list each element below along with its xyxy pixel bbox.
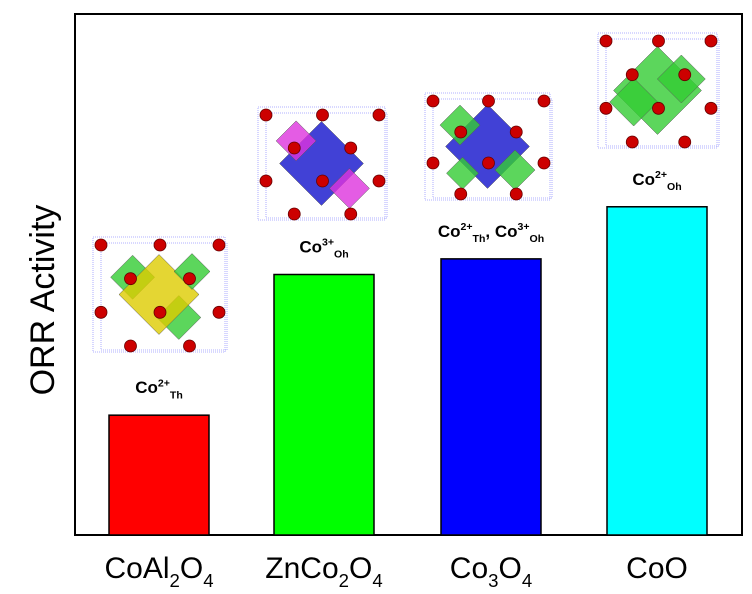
unit-cell bbox=[432, 98, 553, 199]
polyhedron bbox=[609, 77, 659, 127]
text-segment: 4 bbox=[522, 570, 532, 591]
oxygen-atom bbox=[454, 125, 468, 139]
oxygen-atom bbox=[426, 94, 440, 108]
oxygen-atom bbox=[344, 207, 358, 221]
oxygen-atom bbox=[652, 34, 665, 48]
text-segment: 2 bbox=[170, 570, 180, 591]
text-segment: 3+ bbox=[322, 237, 334, 249]
oxygen-atom bbox=[183, 272, 196, 286]
oxygen-atom bbox=[509, 125, 523, 139]
text-segment: 2+ bbox=[158, 377, 170, 389]
bar bbox=[606, 206, 708, 536]
unit-cell bbox=[597, 32, 718, 149]
plot-frame bbox=[74, 13, 743, 536]
oxygen-atom bbox=[183, 339, 196, 353]
x-tick-label: CoO bbox=[626, 552, 688, 585]
text-segment: Oh bbox=[667, 181, 682, 193]
unit-cell bbox=[92, 236, 226, 353]
text-segment: 4 bbox=[372, 570, 382, 591]
text-segment: Oh bbox=[334, 249, 349, 261]
oxygen-atom bbox=[372, 108, 386, 122]
oxygen-atom bbox=[599, 34, 613, 48]
text-segment: 3+ bbox=[518, 221, 530, 233]
oxygen-atom bbox=[212, 305, 226, 319]
oxygen-atom bbox=[287, 207, 301, 221]
oxygen-atom bbox=[344, 141, 358, 155]
oxygen-atom bbox=[124, 272, 137, 286]
text-segment: ZnCo bbox=[265, 552, 338, 585]
oxygen-atom bbox=[426, 156, 440, 170]
x-tick-label: CoAl2O4 bbox=[104, 552, 213, 591]
oxygen-atom bbox=[537, 156, 551, 170]
bar bbox=[273, 273, 375, 536]
oxygen-atom bbox=[94, 305, 108, 319]
text-segment: Co bbox=[632, 170, 655, 189]
oxygen-atom bbox=[212, 238, 226, 252]
text-segment: O bbox=[349, 552, 372, 585]
oxygen-atom bbox=[454, 187, 468, 201]
oxygen-atom bbox=[678, 135, 692, 149]
text-segment: Oh bbox=[530, 233, 545, 245]
oxygen-atom bbox=[509, 187, 523, 201]
text-segment: Th bbox=[170, 389, 183, 401]
crystal-structures bbox=[92, 32, 720, 353]
oxygen-atom bbox=[153, 305, 167, 319]
oxygen-atom bbox=[153, 238, 167, 252]
bar bbox=[440, 258, 542, 536]
oxygen-atom bbox=[259, 108, 273, 122]
x-tick-label: Co3O4 bbox=[450, 552, 532, 591]
text-segment: Co bbox=[135, 378, 158, 397]
text-segment: CoAl bbox=[104, 552, 169, 585]
x-tick-label: ZnCo2O4 bbox=[265, 552, 382, 591]
text-segment: Co bbox=[438, 222, 461, 241]
oxygen-atom bbox=[599, 101, 613, 115]
oxygen-atom bbox=[316, 174, 329, 188]
text-segment: Co bbox=[450, 552, 488, 585]
text-segment: 2+ bbox=[461, 221, 473, 233]
polyhedron bbox=[173, 253, 211, 290]
text-segment: 2 bbox=[339, 570, 349, 591]
annotation: Co2+Oh bbox=[632, 169, 681, 193]
text-segment: O bbox=[499, 552, 522, 585]
text-segment: 3 bbox=[488, 570, 498, 591]
unit-cell bbox=[424, 92, 551, 201]
oxygen-atom bbox=[625, 68, 639, 82]
oxygen-atom bbox=[372, 174, 386, 188]
text-segment: Co bbox=[299, 238, 322, 257]
text-segment: CoO bbox=[626, 552, 688, 585]
oxygen-atom bbox=[652, 101, 665, 115]
text-segment: Th bbox=[473, 233, 486, 245]
oxygen-atom bbox=[124, 339, 137, 353]
text-segment: O bbox=[180, 552, 203, 585]
oxygen-atom bbox=[537, 94, 551, 108]
text-segment: , Co bbox=[485, 222, 517, 241]
text-segment: 4 bbox=[203, 570, 213, 591]
oxygen-atom bbox=[704, 34, 718, 48]
oxygen-atom bbox=[316, 108, 329, 122]
annotation: Co3+Oh bbox=[299, 237, 348, 261]
y-axis-label: ORR Activity bbox=[24, 205, 62, 396]
oxygen-atom bbox=[704, 101, 718, 115]
bar bbox=[108, 414, 210, 536]
oxygen-atom bbox=[625, 135, 639, 149]
oxygen-atom bbox=[259, 174, 273, 188]
annotation: Co2+Th bbox=[135, 377, 183, 401]
oxygen-atom bbox=[287, 141, 301, 155]
polyhedron bbox=[275, 120, 317, 162]
oxygen-atom bbox=[482, 94, 495, 108]
oxygen-atom bbox=[482, 156, 495, 170]
annotation: Co2+Th, Co3+Oh bbox=[438, 221, 544, 245]
oxygen-atom bbox=[94, 238, 108, 252]
text-segment: 2+ bbox=[655, 169, 667, 181]
oxygen-atom bbox=[678, 68, 692, 82]
polyhedron bbox=[439, 104, 481, 146]
